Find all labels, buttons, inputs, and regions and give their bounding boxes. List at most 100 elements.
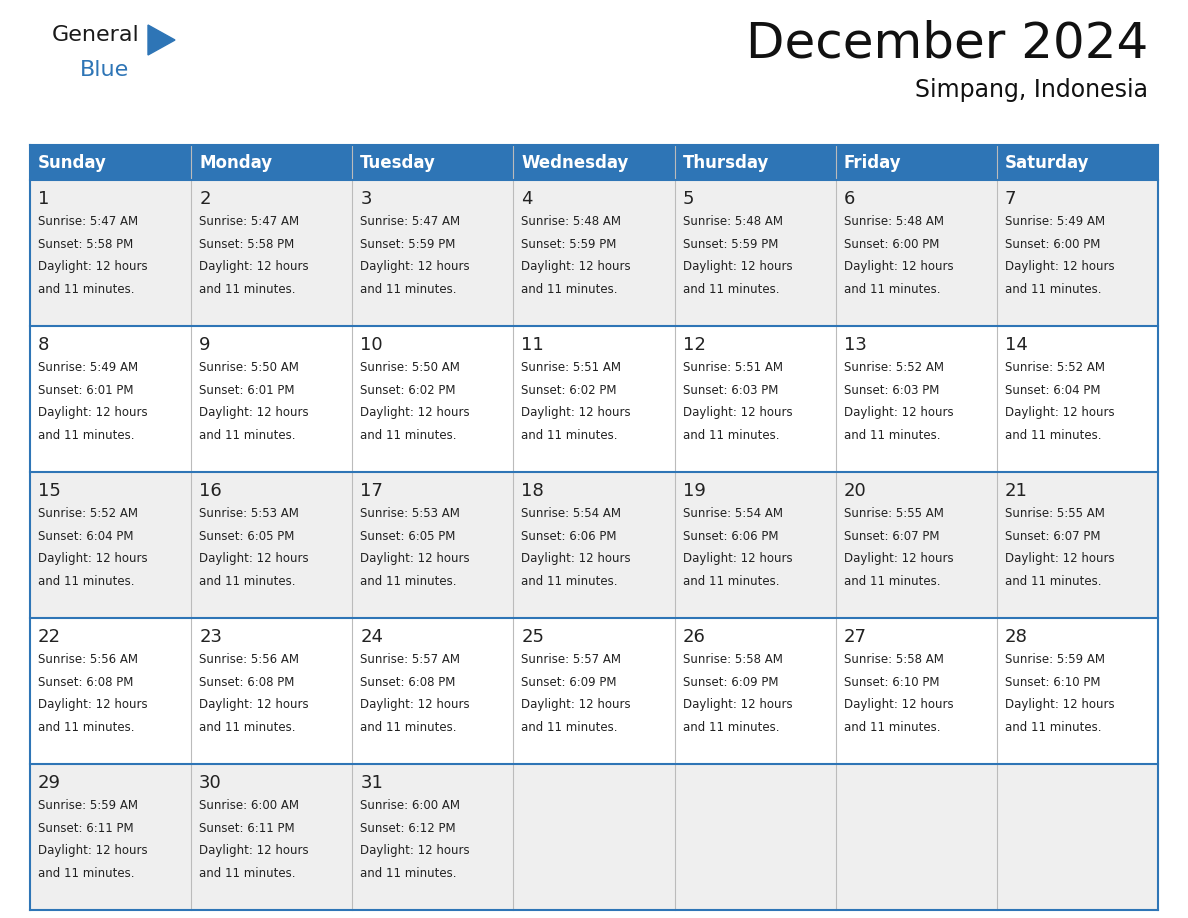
Text: Sunset: 6:03 PM: Sunset: 6:03 PM bbox=[843, 384, 939, 397]
Text: and 11 minutes.: and 11 minutes. bbox=[38, 283, 134, 296]
Text: Daylight: 12 hours: Daylight: 12 hours bbox=[683, 407, 792, 420]
Text: 28: 28 bbox=[1005, 628, 1028, 646]
Text: Daylight: 12 hours: Daylight: 12 hours bbox=[200, 407, 309, 420]
Text: Sunset: 6:02 PM: Sunset: 6:02 PM bbox=[522, 384, 617, 397]
Text: Thursday: Thursday bbox=[683, 153, 769, 172]
Text: Sunset: 5:58 PM: Sunset: 5:58 PM bbox=[38, 238, 133, 251]
Text: 26: 26 bbox=[683, 628, 706, 646]
Text: 10: 10 bbox=[360, 336, 383, 354]
Text: Sunrise: 5:52 AM: Sunrise: 5:52 AM bbox=[843, 361, 943, 374]
Text: 6: 6 bbox=[843, 190, 855, 208]
Text: and 11 minutes.: and 11 minutes. bbox=[1005, 721, 1101, 733]
Text: 30: 30 bbox=[200, 774, 222, 792]
Text: and 11 minutes.: and 11 minutes. bbox=[1005, 575, 1101, 588]
Text: and 11 minutes.: and 11 minutes. bbox=[522, 575, 618, 588]
Text: Daylight: 12 hours: Daylight: 12 hours bbox=[360, 553, 470, 565]
Text: Sunset: 6:12 PM: Sunset: 6:12 PM bbox=[360, 822, 456, 834]
Bar bbox=[513, 145, 675, 180]
Text: 3: 3 bbox=[360, 190, 372, 208]
Text: Sunset: 6:03 PM: Sunset: 6:03 PM bbox=[683, 384, 778, 397]
Text: 22: 22 bbox=[38, 628, 61, 646]
Text: Sunrise: 5:48 AM: Sunrise: 5:48 AM bbox=[522, 215, 621, 228]
Text: Sunset: 5:58 PM: Sunset: 5:58 PM bbox=[200, 238, 295, 251]
Text: and 11 minutes.: and 11 minutes. bbox=[360, 721, 456, 733]
Text: and 11 minutes.: and 11 minutes. bbox=[1005, 429, 1101, 442]
Text: 14: 14 bbox=[1005, 336, 1028, 354]
Text: 15: 15 bbox=[38, 482, 61, 500]
Bar bbox=[191, 145, 353, 180]
Text: and 11 minutes.: and 11 minutes. bbox=[843, 283, 940, 296]
Text: 1: 1 bbox=[38, 190, 50, 208]
Text: Sunset: 6:11 PM: Sunset: 6:11 PM bbox=[38, 822, 133, 834]
Text: and 11 minutes.: and 11 minutes. bbox=[1005, 283, 1101, 296]
Text: Daylight: 12 hours: Daylight: 12 hours bbox=[1005, 407, 1114, 420]
Text: Simpang, Indonesia: Simpang, Indonesia bbox=[915, 78, 1148, 102]
Text: Sunrise: 5:55 AM: Sunrise: 5:55 AM bbox=[1005, 507, 1105, 520]
Text: Sunset: 6:01 PM: Sunset: 6:01 PM bbox=[38, 384, 133, 397]
Text: and 11 minutes.: and 11 minutes. bbox=[683, 429, 779, 442]
Text: and 11 minutes.: and 11 minutes. bbox=[38, 721, 134, 733]
Text: Daylight: 12 hours: Daylight: 12 hours bbox=[200, 553, 309, 565]
Text: and 11 minutes.: and 11 minutes. bbox=[843, 721, 940, 733]
Bar bbox=[30, 145, 191, 180]
Text: and 11 minutes.: and 11 minutes. bbox=[38, 429, 134, 442]
Text: Daylight: 12 hours: Daylight: 12 hours bbox=[1005, 553, 1114, 565]
Text: 8: 8 bbox=[38, 336, 50, 354]
Text: 7: 7 bbox=[1005, 190, 1017, 208]
Text: Daylight: 12 hours: Daylight: 12 hours bbox=[683, 553, 792, 565]
Text: Daylight: 12 hours: Daylight: 12 hours bbox=[683, 699, 792, 711]
Text: Sunrise: 5:53 AM: Sunrise: 5:53 AM bbox=[200, 507, 299, 520]
Text: Friday: Friday bbox=[843, 153, 902, 172]
Text: Sunset: 6:07 PM: Sunset: 6:07 PM bbox=[843, 530, 940, 543]
Bar bbox=[30, 618, 1158, 764]
Text: 29: 29 bbox=[38, 774, 61, 792]
Text: Sunrise: 6:00 AM: Sunrise: 6:00 AM bbox=[360, 799, 460, 812]
Bar bbox=[675, 145, 835, 180]
Text: Blue: Blue bbox=[80, 60, 129, 80]
Text: Daylight: 12 hours: Daylight: 12 hours bbox=[843, 699, 953, 711]
Text: Sunrise: 5:51 AM: Sunrise: 5:51 AM bbox=[683, 361, 783, 374]
Text: Daylight: 12 hours: Daylight: 12 hours bbox=[522, 261, 631, 274]
Text: Daylight: 12 hours: Daylight: 12 hours bbox=[200, 261, 309, 274]
Text: Sunset: 6:05 PM: Sunset: 6:05 PM bbox=[200, 530, 295, 543]
Text: and 11 minutes.: and 11 minutes. bbox=[360, 867, 456, 879]
Text: 13: 13 bbox=[843, 336, 866, 354]
Text: Sunrise: 5:48 AM: Sunrise: 5:48 AM bbox=[683, 215, 783, 228]
Text: Sunrise: 5:47 AM: Sunrise: 5:47 AM bbox=[38, 215, 138, 228]
Text: Daylight: 12 hours: Daylight: 12 hours bbox=[1005, 261, 1114, 274]
Text: Sunrise: 5:47 AM: Sunrise: 5:47 AM bbox=[200, 215, 299, 228]
Text: Sunrise: 5:50 AM: Sunrise: 5:50 AM bbox=[360, 361, 460, 374]
Text: and 11 minutes.: and 11 minutes. bbox=[200, 283, 296, 296]
Text: Sunset: 6:10 PM: Sunset: 6:10 PM bbox=[843, 676, 940, 688]
Text: Daylight: 12 hours: Daylight: 12 hours bbox=[38, 261, 147, 274]
Text: 17: 17 bbox=[360, 482, 384, 500]
Text: Sunset: 6:01 PM: Sunset: 6:01 PM bbox=[200, 384, 295, 397]
Text: Daylight: 12 hours: Daylight: 12 hours bbox=[38, 699, 147, 711]
Bar bbox=[30, 180, 1158, 326]
Text: Sunrise: 5:50 AM: Sunrise: 5:50 AM bbox=[200, 361, 299, 374]
Text: Sunrise: 5:56 AM: Sunrise: 5:56 AM bbox=[200, 653, 299, 666]
Text: 5: 5 bbox=[683, 190, 694, 208]
Text: Sunrise: 5:54 AM: Sunrise: 5:54 AM bbox=[683, 507, 783, 520]
Text: Sunrise: 5:55 AM: Sunrise: 5:55 AM bbox=[843, 507, 943, 520]
Text: Daylight: 12 hours: Daylight: 12 hours bbox=[522, 553, 631, 565]
Text: Daylight: 12 hours: Daylight: 12 hours bbox=[200, 845, 309, 857]
Text: Daylight: 12 hours: Daylight: 12 hours bbox=[360, 699, 470, 711]
Text: 20: 20 bbox=[843, 482, 866, 500]
Text: Sunset: 6:09 PM: Sunset: 6:09 PM bbox=[522, 676, 617, 688]
Text: and 11 minutes.: and 11 minutes. bbox=[843, 429, 940, 442]
Text: Daylight: 12 hours: Daylight: 12 hours bbox=[200, 699, 309, 711]
Text: 21: 21 bbox=[1005, 482, 1028, 500]
Text: Sunrise: 5:52 AM: Sunrise: 5:52 AM bbox=[38, 507, 138, 520]
Text: and 11 minutes.: and 11 minutes. bbox=[683, 721, 779, 733]
Text: General: General bbox=[52, 25, 140, 45]
Text: Sunset: 6:08 PM: Sunset: 6:08 PM bbox=[360, 676, 456, 688]
Text: Daylight: 12 hours: Daylight: 12 hours bbox=[360, 407, 470, 420]
Text: Sunset: 6:09 PM: Sunset: 6:09 PM bbox=[683, 676, 778, 688]
Text: Sunrise: 5:52 AM: Sunrise: 5:52 AM bbox=[1005, 361, 1105, 374]
Bar bbox=[30, 472, 1158, 618]
Text: 31: 31 bbox=[360, 774, 384, 792]
Text: Sunset: 6:10 PM: Sunset: 6:10 PM bbox=[1005, 676, 1100, 688]
Text: Sunrise: 5:58 AM: Sunrise: 5:58 AM bbox=[843, 653, 943, 666]
Text: and 11 minutes.: and 11 minutes. bbox=[843, 575, 940, 588]
